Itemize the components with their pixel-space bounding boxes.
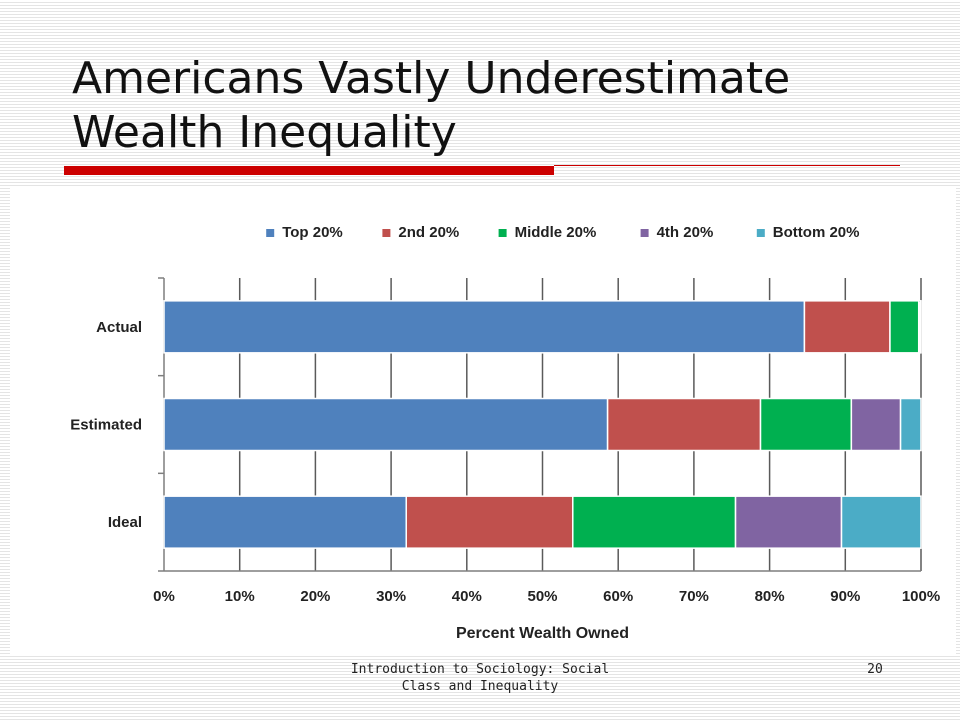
bar-segment bbox=[572, 495, 737, 549]
bar-segment bbox=[850, 397, 902, 452]
legend-label: Middle 20% bbox=[515, 224, 597, 241]
x-tick-label: 50% bbox=[527, 588, 557, 605]
bar-segment bbox=[889, 300, 920, 354]
title-underline-thin bbox=[554, 165, 900, 166]
legend-label: Bottom 20% bbox=[773, 224, 860, 241]
legend-swatch bbox=[640, 229, 649, 237]
x-tick-label: 0% bbox=[153, 588, 175, 605]
slide-footer: Introduction to Sociology: Social Class … bbox=[350, 662, 610, 694]
bar-segment bbox=[163, 495, 407, 549]
wealth-distribution-chart: Actual Estimated Ideal 0% 10% 20% 30% 40% 50% 60%… bbox=[10, 188, 956, 655]
bar-segment bbox=[919, 300, 922, 354]
bar-segment bbox=[606, 397, 762, 452]
x-tick-label: 90% bbox=[830, 588, 860, 605]
x-tick-label: 40% bbox=[452, 588, 482, 605]
legend-label: 2nd 20% bbox=[398, 224, 459, 241]
legend-swatch bbox=[756, 229, 765, 237]
bar-segment bbox=[840, 495, 922, 549]
legend-label: 4th 20% bbox=[657, 224, 714, 241]
x-tick-label: 80% bbox=[755, 588, 785, 605]
page-number: 20 bbox=[867, 662, 883, 677]
category-label: Ideal bbox=[108, 514, 142, 531]
bar-segment bbox=[899, 397, 922, 452]
bar-segment bbox=[163, 300, 806, 354]
category-label: Actual bbox=[96, 319, 142, 336]
x-tick-label: 30% bbox=[376, 588, 406, 605]
x-tick-label: 70% bbox=[679, 588, 709, 605]
category-label: Estimated bbox=[70, 417, 142, 434]
bar-segment bbox=[163, 397, 609, 452]
chart-svg: Actual Estimated Ideal 0% 10% 20% 30% 40% 50% 60%… bbox=[70, 224, 940, 642]
x-tick-label: 60% bbox=[603, 588, 633, 605]
bar-segment bbox=[405, 495, 574, 549]
slide-title: Americans Vastly Underestimate Wealth In… bbox=[72, 53, 791, 158]
x-tick-label: 20% bbox=[300, 588, 330, 605]
x-tick-label: 100% bbox=[902, 588, 940, 605]
title-underline-thick bbox=[64, 166, 554, 175]
bar-segment bbox=[803, 300, 891, 354]
bar-segment bbox=[759, 397, 853, 452]
legend-label: Top 20% bbox=[282, 224, 343, 241]
bar-segment bbox=[734, 495, 843, 549]
legend-swatch bbox=[266, 229, 275, 237]
legend-swatch bbox=[382, 229, 391, 237]
x-tick-label: 10% bbox=[225, 588, 255, 605]
x-axis-title: Percent Wealth Owned bbox=[456, 625, 629, 642]
legend-swatch bbox=[498, 229, 507, 237]
